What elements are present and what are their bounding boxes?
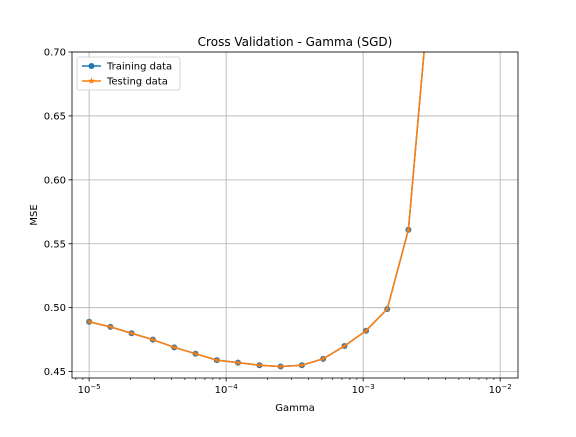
y-tick-label: 0.50 bbox=[44, 303, 66, 314]
plot-area bbox=[72, 52, 518, 378]
y-tick-label: 0.45 bbox=[44, 367, 66, 378]
y-tick-label: 0.60 bbox=[44, 175, 66, 186]
x-tick-label: 10−2 bbox=[489, 383, 512, 396]
plot-frame bbox=[71, 51, 519, 379]
y-tick-label: 0.55 bbox=[44, 239, 66, 250]
data-point bbox=[383, 305, 391, 312]
data-point bbox=[341, 342, 348, 349]
data-point bbox=[85, 318, 93, 325]
data-point bbox=[404, 226, 412, 233]
x-tick-label: 10−3 bbox=[352, 383, 375, 396]
data-point bbox=[319, 355, 327, 362]
y-tick-label: 0.70 bbox=[44, 48, 66, 59]
legend-label: Training data bbox=[106, 62, 172, 73]
data-point bbox=[149, 336, 157, 343]
data-point bbox=[277, 362, 285, 370]
data-point bbox=[170, 343, 178, 351]
data-point bbox=[192, 350, 199, 357]
series-group bbox=[85, 52, 425, 370]
legend-box bbox=[76, 56, 181, 91]
data-point bbox=[298, 361, 306, 369]
data-point bbox=[362, 327, 370, 334]
chart-title: Cross Validation - Gamma (SGD) bbox=[198, 35, 393, 49]
data-point bbox=[128, 329, 135, 337]
x-axis-label: Gamma bbox=[275, 403, 315, 414]
axis-ticks: 10−5 10−4 10−3 10−2 0.45 0.50 0.55 0.60 0.65 0.70 bbox=[44, 48, 512, 397]
y-axis-label: MSE bbox=[29, 204, 40, 225]
data-point bbox=[234, 359, 242, 366]
legend-label: Testing data bbox=[106, 77, 168, 88]
legend: Training data Testing data bbox=[76, 56, 181, 91]
legend-swatch-marker bbox=[88, 77, 95, 84]
legend-swatch-marker bbox=[88, 63, 95, 69]
x-tick-label: 10−5 bbox=[78, 383, 101, 396]
y-tick-label: 0.65 bbox=[44, 111, 66, 122]
data-point bbox=[213, 356, 221, 364]
x-tick-label: 10−4 bbox=[215, 383, 239, 396]
data-point bbox=[256, 361, 263, 369]
data-point bbox=[106, 323, 114, 330]
